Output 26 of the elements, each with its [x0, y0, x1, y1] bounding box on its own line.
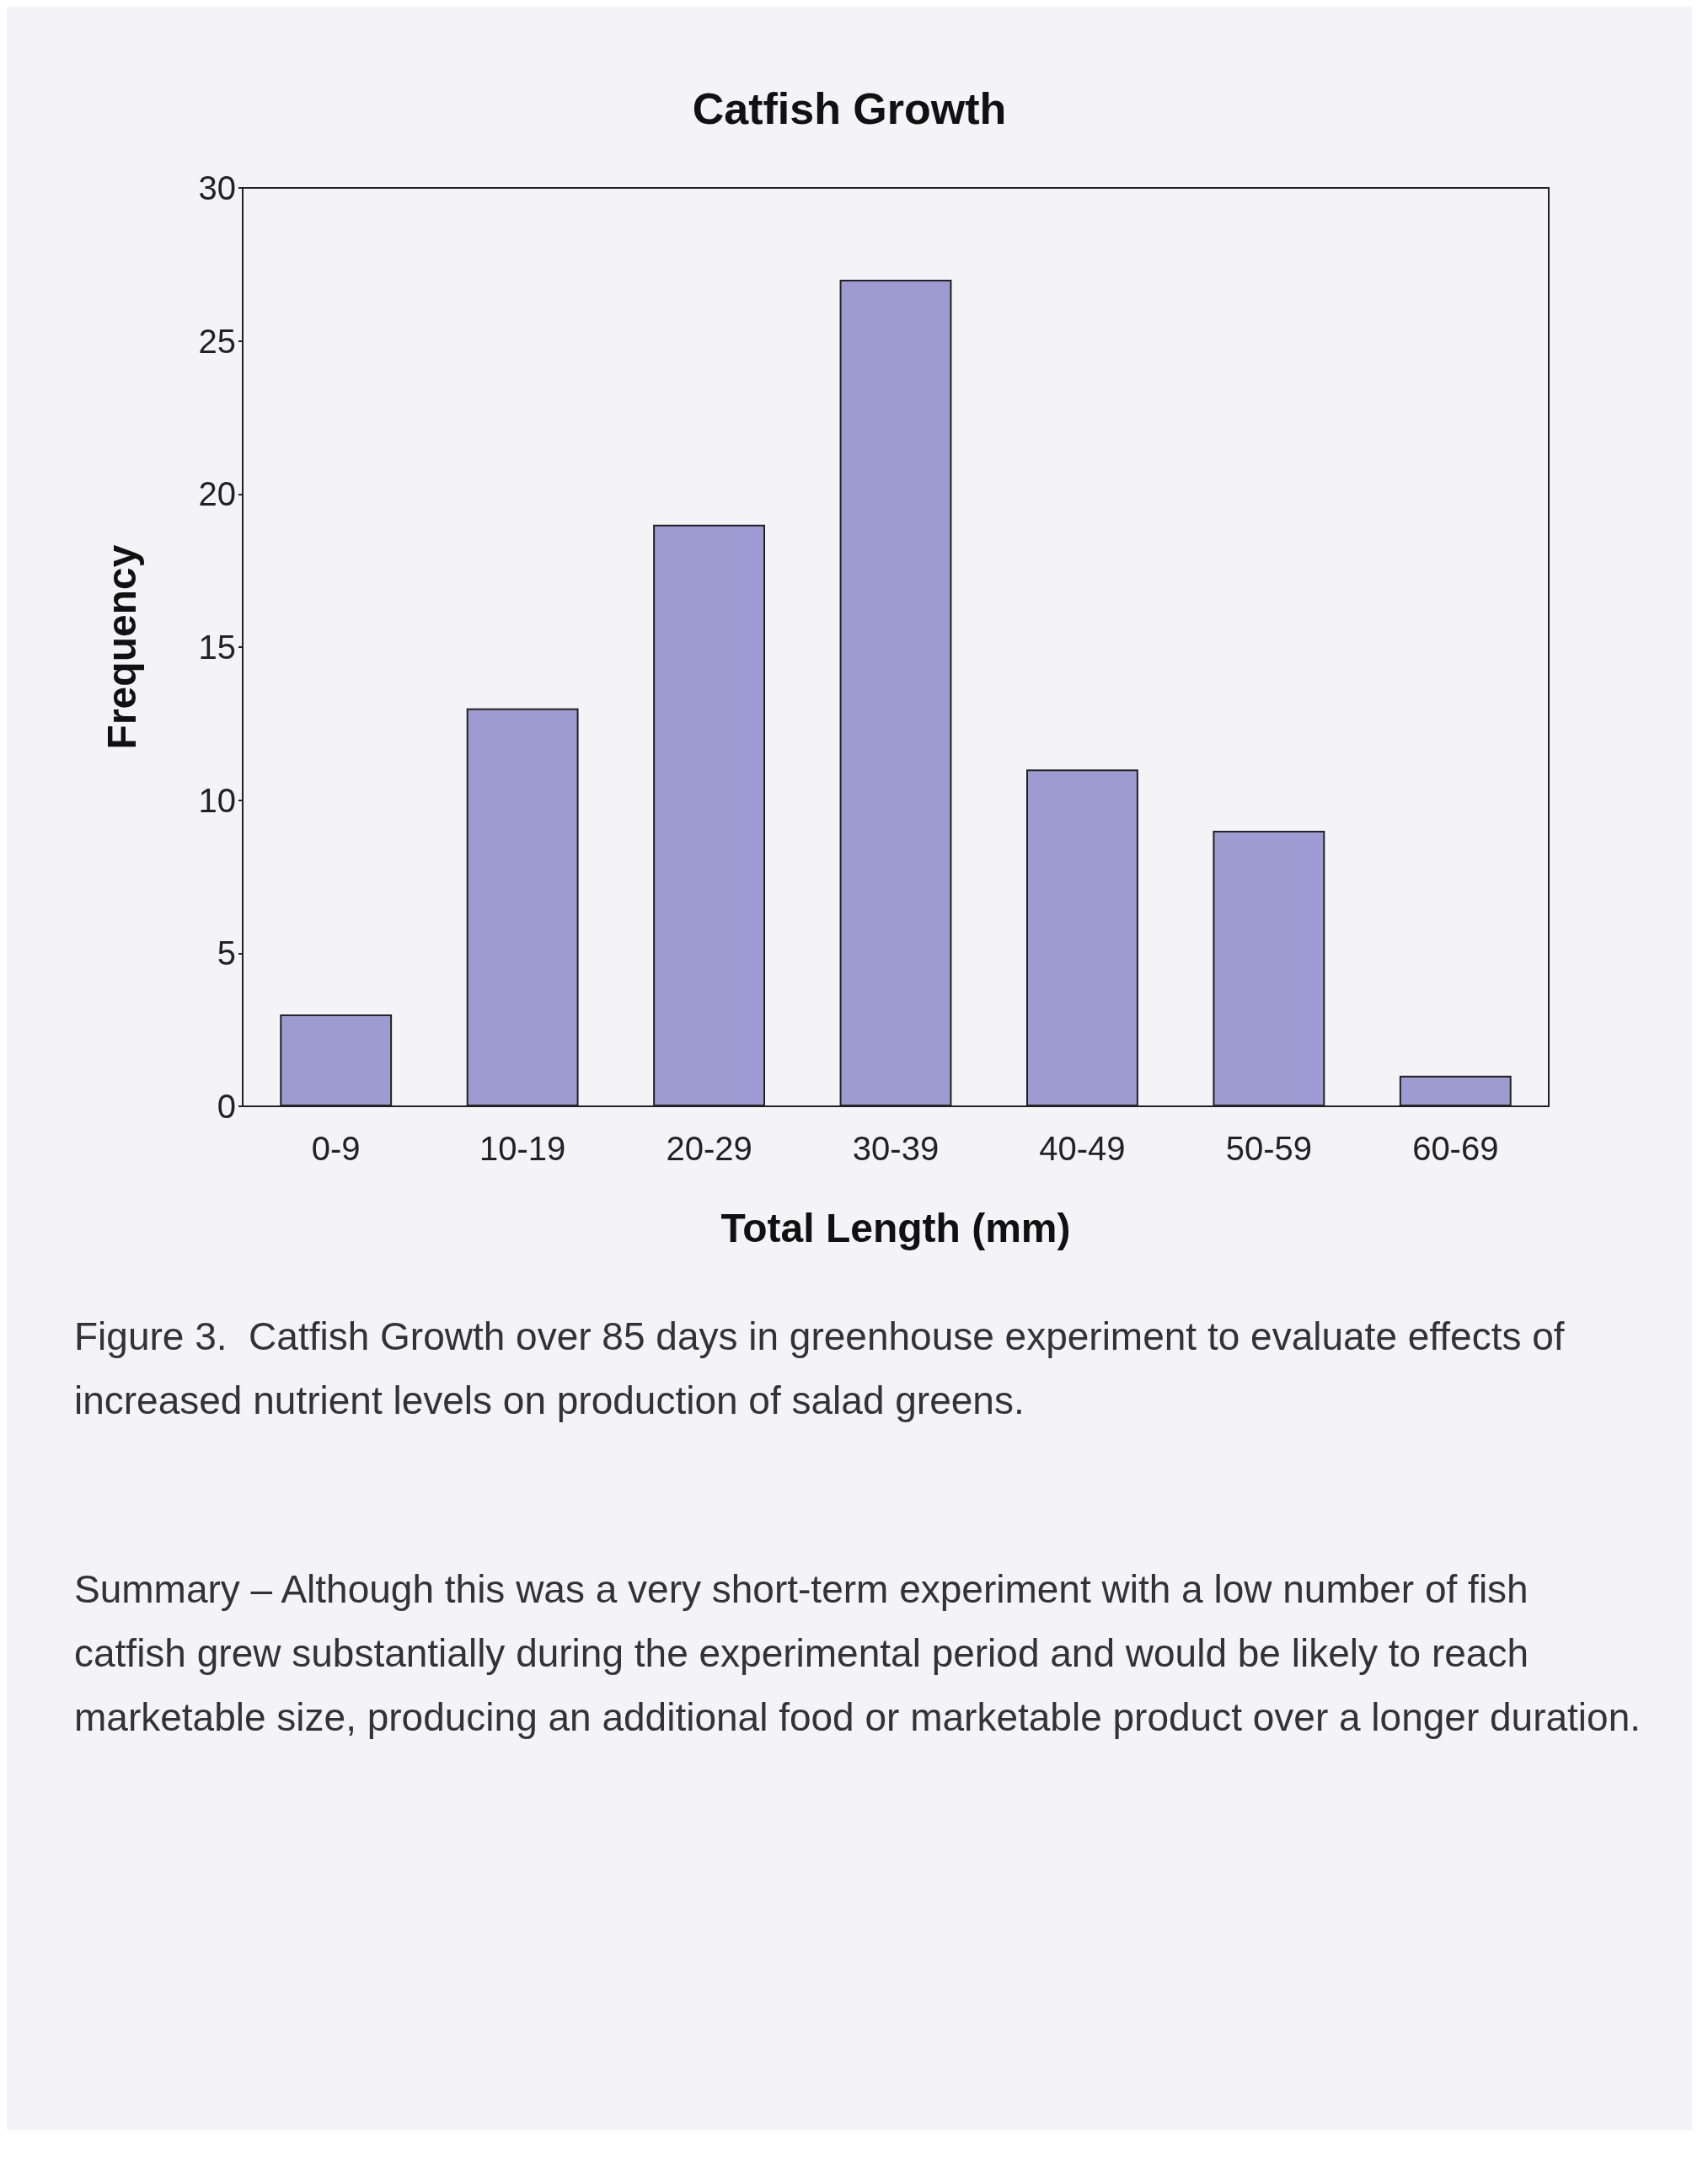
y-tick-label: 15	[198, 629, 236, 666]
x-tick-label: 10-19	[479, 1130, 566, 1167]
x-tick-label: 20-29	[666, 1130, 752, 1167]
bar	[466, 708, 579, 1106]
text: Summary – Although this was a very short-term experiment with a low number of fish catfish grew substantially during the experimental period and would be likely to reach marketable size, producing an additional food or marketable product over a longer duration.	[74, 1567, 1641, 1739]
y-tick-label: 30	[198, 169, 236, 206]
x-tick-label: 30-39	[852, 1130, 940, 1167]
y-tick-label: 10	[198, 781, 236, 819]
bar	[1399, 1075, 1512, 1106]
x-tick-label: 60-69	[1412, 1130, 1499, 1167]
bar	[1213, 831, 1325, 1106]
x-tick-label: 50-59	[1225, 1130, 1313, 1167]
caption: Figure 3. Catfish Growth over 85 days in greenhouse experiment to evaluate effects of increased nutrient levels on production of salad greens.	[74, 1314, 1576, 1422]
bar	[280, 1014, 393, 1106]
bar	[839, 280, 952, 1106]
y-tick-label: 5	[217, 934, 236, 972]
bar	[1026, 769, 1138, 1106]
y-tick-label: 0	[217, 1088, 236, 1125]
chart-title: Catfish Growth	[692, 84, 1007, 133]
y-tick-label: 25	[198, 322, 236, 360]
y-tick-label: 20	[198, 475, 236, 513]
x-tick-label: 40-49	[1039, 1130, 1126, 1167]
y-axis-title: Frequency	[99, 544, 144, 750]
x-tick-label: 0-9	[311, 1130, 361, 1167]
x-axis-title: Total Length (mm)	[720, 1205, 1071, 1250]
bar	[653, 524, 765, 1106]
